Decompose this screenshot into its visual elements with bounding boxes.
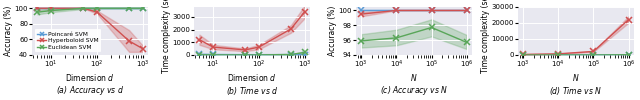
Text: (b) Time vs $d$: (b) Time vs $d$ <box>226 85 278 97</box>
Legend: Poincaré SVM, Hyperboloid SVM, Euclidean SVM: Poincaré SVM, Hyperboloid SVM, Euclidean… <box>35 29 101 52</box>
X-axis label: $N$: $N$ <box>410 72 418 83</box>
Y-axis label: Accuracy (%): Accuracy (%) <box>4 6 13 56</box>
Y-axis label: Time complexity (sec): Time complexity (sec) <box>481 0 490 73</box>
Y-axis label: Accuracy (%): Accuracy (%) <box>328 6 337 56</box>
Text: (c) Accuracy vs $N$: (c) Accuracy vs $N$ <box>380 84 448 97</box>
Text: (a) Accuracy vs $d$: (a) Accuracy vs $d$ <box>56 84 124 97</box>
Y-axis label: Time complexity (sec): Time complexity (sec) <box>161 0 171 73</box>
X-axis label: Dimension $d$: Dimension $d$ <box>227 72 277 83</box>
Text: (d) Time vs $N$: (d) Time vs $N$ <box>549 85 602 97</box>
X-axis label: $N$: $N$ <box>572 72 580 83</box>
X-axis label: Dimension $d$: Dimension $d$ <box>65 72 115 83</box>
